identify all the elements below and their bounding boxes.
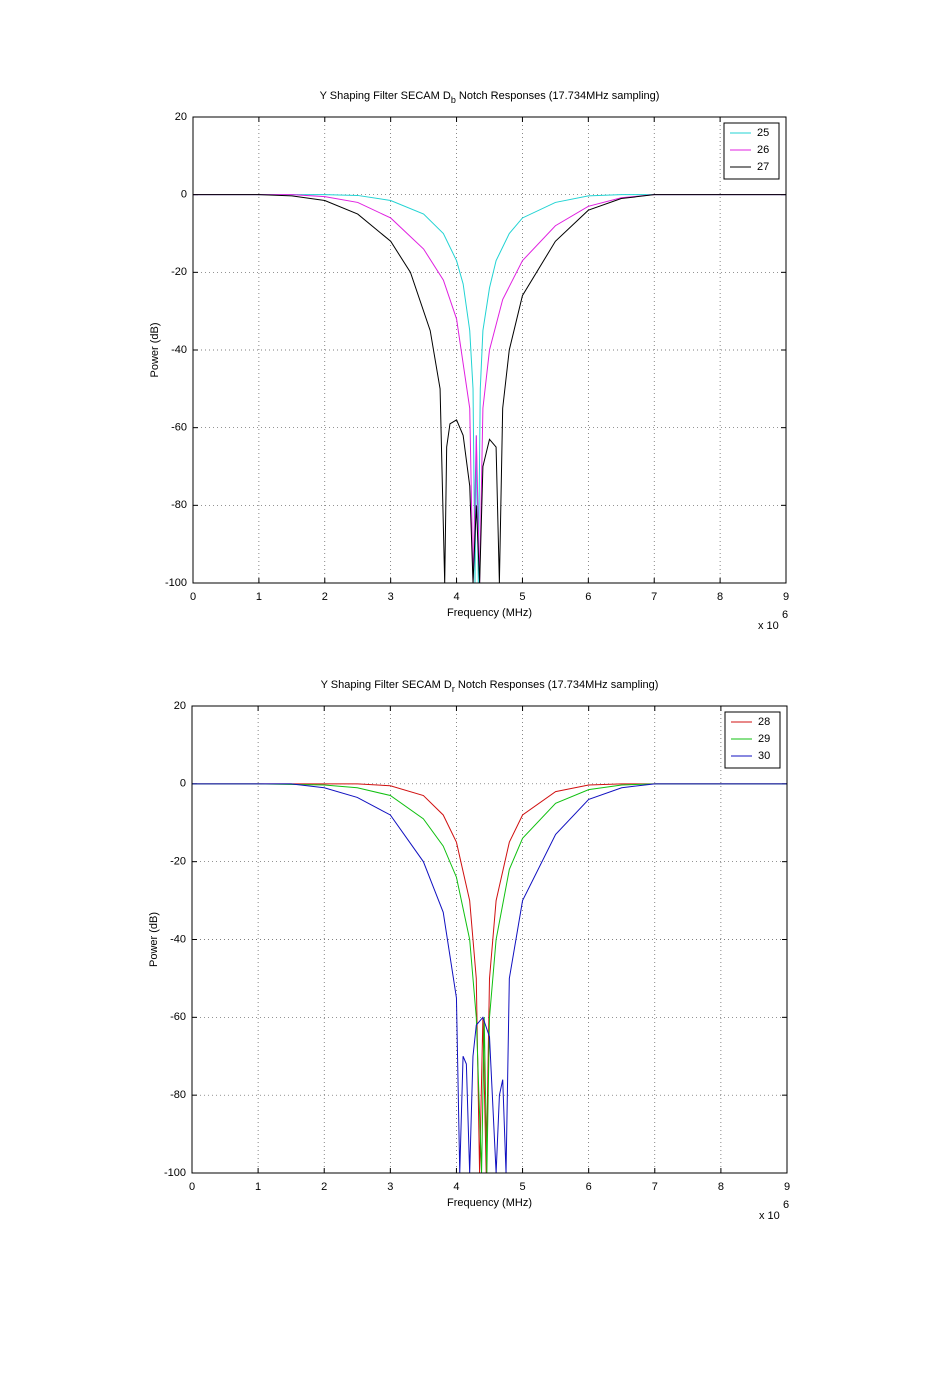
y-tick-label: -60 bbox=[170, 1011, 186, 1023]
y-axis-label: Power (dB) bbox=[149, 322, 161, 377]
x-tick-label: 7 bbox=[651, 591, 657, 603]
x-multiplier: x 10 bbox=[758, 620, 779, 632]
x-tick-label: 3 bbox=[388, 591, 394, 603]
chart-title: Y Shaping Filter SECAM Dr Notch Response… bbox=[321, 679, 659, 694]
y-tick-label: -100 bbox=[165, 577, 187, 589]
x-tick-label: 1 bbox=[255, 1181, 261, 1193]
legend-box bbox=[723, 122, 780, 180]
title-part: Notch Responses (17.734MHz sampling) bbox=[455, 679, 659, 691]
chart-title: Y Shaping Filter SECAM Db Notch Response… bbox=[320, 90, 660, 105]
x-tick-label: 2 bbox=[322, 591, 328, 603]
y-tick-label: -60 bbox=[171, 422, 187, 434]
x-tick-label: 9 bbox=[784, 1181, 790, 1193]
legend-label: 30 bbox=[758, 750, 770, 762]
y-tick-label: -100 bbox=[164, 1167, 186, 1179]
x-axis-label: Frequency (MHz) bbox=[447, 607, 532, 619]
series-line bbox=[193, 194, 786, 583]
x-tick-label: 8 bbox=[717, 591, 723, 603]
y-tick-label: 20 bbox=[174, 700, 186, 712]
series-line bbox=[193, 194, 786, 583]
legend-label: 28 bbox=[758, 716, 770, 728]
title-part: r bbox=[452, 684, 455, 694]
title-part: Notch Responses (17.734MHz sampling) bbox=[456, 90, 660, 102]
legend-label: 29 bbox=[758, 733, 770, 745]
x-tick-label: 6 bbox=[586, 1181, 592, 1193]
series-line bbox=[192, 783, 787, 1173]
x-tick-label: 5 bbox=[519, 591, 525, 603]
x-tick-label: 9 bbox=[783, 591, 789, 603]
y-tick-label: -80 bbox=[171, 499, 187, 511]
y-tick-label: -20 bbox=[171, 266, 187, 278]
x-tick-label: 6 bbox=[585, 591, 591, 603]
series-line bbox=[192, 783, 787, 1173]
title-part: Y Shaping Filter SECAM D bbox=[320, 90, 451, 102]
y-tick-label: 20 bbox=[175, 111, 187, 123]
series-line bbox=[193, 194, 786, 583]
series-line bbox=[192, 783, 787, 1173]
x-tick-label: 3 bbox=[387, 1181, 393, 1193]
x-multiplier: x 10 bbox=[759, 1210, 780, 1222]
title-part: Y Shaping Filter SECAM D bbox=[321, 679, 452, 691]
x-multiplier-exponent: 6 bbox=[783, 1199, 789, 1211]
title-part: b bbox=[451, 95, 456, 105]
legend-label: 25 bbox=[757, 127, 769, 139]
y-tick-label: -40 bbox=[171, 344, 187, 356]
x-tick-label: 7 bbox=[652, 1181, 658, 1193]
x-tick-label: 2 bbox=[321, 1181, 327, 1193]
plot-frame bbox=[191, 705, 788, 1174]
y-tick-label: -80 bbox=[170, 1089, 186, 1101]
y-tick-label: 0 bbox=[180, 778, 186, 790]
x-tick-label: 1 bbox=[256, 591, 262, 603]
x-tick-label: 0 bbox=[189, 1181, 195, 1193]
x-tick-label: 8 bbox=[718, 1181, 724, 1193]
x-axis-label: Frequency (MHz) bbox=[447, 1197, 532, 1209]
x-multiplier-exponent: 6 bbox=[782, 609, 788, 621]
x-tick-label: 4 bbox=[453, 591, 459, 603]
x-tick-label: 5 bbox=[519, 1181, 525, 1193]
y-axis-label: Power (dB) bbox=[148, 912, 160, 967]
legend-label: 27 bbox=[757, 161, 769, 173]
x-tick-label: 4 bbox=[453, 1181, 459, 1193]
legend-box bbox=[724, 711, 781, 769]
legend-label: 26 bbox=[757, 144, 769, 156]
y-tick-label: -40 bbox=[170, 933, 186, 945]
y-tick-label: -20 bbox=[170, 856, 186, 868]
y-tick-label: 0 bbox=[181, 189, 187, 201]
x-tick-label: 0 bbox=[190, 591, 196, 603]
plot-frame bbox=[192, 116, 787, 584]
